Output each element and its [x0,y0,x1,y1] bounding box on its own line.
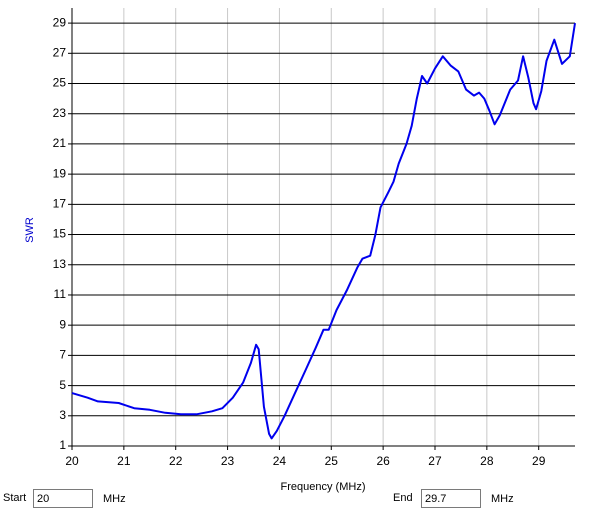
y-tick-label: 29 [53,15,67,29]
x-tick-label: 26 [376,454,390,468]
x-axis-label: Frequency (MHz) [281,481,366,493]
y-tick-label: 9 [59,317,66,331]
y-tick-label: 17 [53,197,67,211]
y-tick-label: 27 [53,45,67,59]
start-unit: MHz [103,493,126,505]
x-tick-label: 22 [169,454,183,468]
x-tick-label: 29 [532,454,546,468]
end-unit: MHz [491,493,514,505]
end-label: End [393,492,413,504]
y-tick-label: 19 [53,166,67,180]
x-tick-label: 24 [273,454,287,468]
y-tick-label: 5 [59,378,66,392]
y-axis-label: SWR [24,217,36,243]
y-tick-label: 25 [53,76,67,90]
y-tick-label: 7 [59,348,66,362]
y-tick-label: 3 [59,408,66,422]
y-tick-label: 1 [59,438,66,452]
y-tick-label: 11 [54,287,67,301]
y-tick-label: 15 [53,227,67,241]
end-input[interactable]: 29.7 [421,489,481,508]
y-tick-label: 23 [53,106,67,120]
x-tick-label: 27 [428,454,442,468]
x-tick-label: 28 [480,454,494,468]
y-tick-label: 21 [53,136,67,150]
x-tick-label: 21 [117,454,131,468]
y-tick-label: 13 [53,257,67,271]
x-tick-label: 20 [65,454,79,468]
x-tick-label: 23 [221,454,235,468]
x-tick-label: 25 [325,454,339,468]
start-input[interactable]: 20 [33,489,93,508]
start-label: Start [3,492,27,504]
swr-line [71,22,576,440]
